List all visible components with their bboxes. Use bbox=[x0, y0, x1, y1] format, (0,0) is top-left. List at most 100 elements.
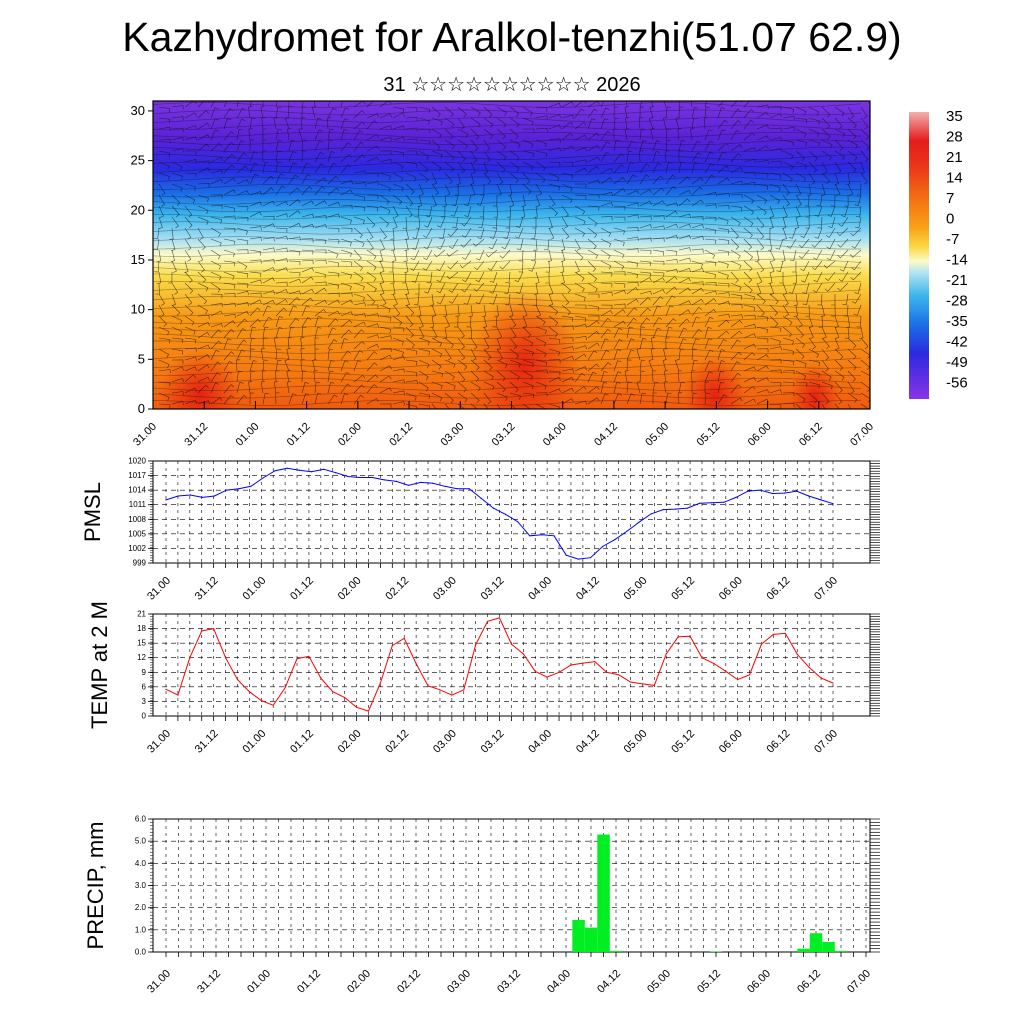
wind-barb bbox=[808, 337, 816, 350]
data-point bbox=[641, 683, 644, 685]
wind-barb bbox=[262, 139, 267, 152]
data-point bbox=[403, 637, 405, 639]
wind-barb bbox=[379, 271, 385, 284]
wind-barb bbox=[860, 161, 865, 174]
wind-barb bbox=[837, 227, 849, 236]
wind-barb bbox=[314, 224, 327, 229]
wind-barb bbox=[260, 348, 266, 361]
wind-barb bbox=[730, 205, 743, 212]
wind-barb bbox=[613, 238, 625, 247]
wind-barb bbox=[223, 227, 236, 233]
wind-barb bbox=[808, 370, 820, 378]
contour-line bbox=[153, 266, 862, 272]
wind-barb bbox=[158, 150, 171, 157]
wind-barb bbox=[730, 319, 743, 328]
wind-barb bbox=[613, 106, 619, 119]
wind-barb bbox=[459, 260, 472, 269]
wind-barb bbox=[613, 309, 626, 317]
warm-core-1 bbox=[160, 350, 240, 409]
wind-barb bbox=[470, 128, 480, 140]
wind-barb bbox=[496, 392, 508, 401]
wind-barb bbox=[210, 282, 221, 293]
wind-barb bbox=[390, 227, 395, 240]
wind-barb bbox=[639, 140, 647, 152]
x-tick-label: 03.00 bbox=[431, 575, 459, 603]
wind-barb bbox=[197, 293, 208, 305]
wind-barb bbox=[353, 121, 366, 130]
wind-barb bbox=[171, 315, 183, 325]
wind-barb bbox=[574, 134, 587, 141]
wind-barb bbox=[171, 136, 184, 142]
wind-barb bbox=[665, 318, 677, 328]
wind-barb bbox=[301, 249, 314, 255]
wind-barb bbox=[436, 260, 446, 272]
wind-barb bbox=[665, 337, 670, 350]
wind-barb bbox=[730, 194, 743, 199]
wind-barb bbox=[743, 386, 756, 394]
wind-barb bbox=[743, 293, 755, 301]
data-point bbox=[456, 488, 458, 490]
wind-barb bbox=[489, 271, 498, 283]
data-point bbox=[177, 495, 179, 497]
wind-barb bbox=[464, 205, 472, 217]
wind-barb bbox=[548, 326, 559, 337]
wind-barb bbox=[704, 282, 717, 287]
wind-barb bbox=[171, 183, 183, 192]
wind-barb bbox=[665, 268, 678, 273]
wind-barb bbox=[574, 400, 587, 405]
wind-barb bbox=[223, 313, 236, 319]
wind-barb bbox=[418, 370, 429, 381]
wind-barb bbox=[756, 354, 769, 361]
wind-barb bbox=[353, 384, 365, 394]
wind-barb bbox=[249, 392, 255, 405]
wind-barb bbox=[223, 108, 234, 119]
wind-barb bbox=[197, 194, 209, 202]
wind-barb bbox=[535, 194, 541, 207]
wind-barb bbox=[548, 370, 561, 376]
wind-barb bbox=[717, 271, 729, 280]
wind-barb bbox=[756, 293, 766, 305]
wind-barb bbox=[273, 337, 279, 350]
wind-barb bbox=[800, 227, 810, 239]
wind-barb bbox=[795, 315, 803, 328]
wind-barb bbox=[535, 315, 546, 326]
wind-barb bbox=[662, 359, 667, 372]
wind-barb bbox=[730, 180, 743, 185]
wind-barb bbox=[444, 381, 456, 390]
y-tick-label: 1008 bbox=[128, 515, 146, 524]
wind-barb bbox=[223, 395, 235, 405]
wind-barb bbox=[353, 313, 366, 318]
wind-barb bbox=[691, 199, 704, 207]
wind-barb bbox=[756, 377, 769, 383]
wind-barb bbox=[379, 101, 392, 108]
wind-barb bbox=[801, 271, 810, 283]
wind-barb bbox=[314, 163, 325, 174]
wind-barb bbox=[288, 174, 299, 185]
y-tick-label: 1011 bbox=[129, 500, 147, 509]
wind-barb bbox=[288, 210, 301, 218]
wind-barb bbox=[236, 349, 246, 361]
wind-barb bbox=[171, 366, 184, 372]
wind-barb bbox=[808, 139, 821, 147]
wind-barb bbox=[418, 337, 430, 346]
wind-barb bbox=[236, 165, 249, 174]
wind-barb bbox=[340, 271, 352, 279]
x-tick-label: 01.00 bbox=[234, 421, 262, 449]
wind-barb bbox=[353, 216, 365, 225]
wind-barb bbox=[436, 282, 446, 294]
wind-barb bbox=[769, 137, 782, 142]
wind-barb bbox=[652, 317, 663, 328]
wind-barb bbox=[444, 139, 455, 150]
wind-barb bbox=[769, 148, 782, 153]
wind-barb bbox=[756, 172, 769, 178]
contour-line bbox=[153, 117, 862, 123]
wind-barb bbox=[275, 235, 288, 240]
wind-barb bbox=[639, 224, 652, 229]
wind-barb bbox=[691, 260, 703, 268]
wind-barb bbox=[769, 337, 781, 345]
wind-barb bbox=[587, 108, 598, 119]
wind-barb bbox=[855, 216, 862, 229]
wind-barb bbox=[678, 106, 684, 119]
wind-barb bbox=[587, 304, 600, 312]
wind-barb bbox=[262, 290, 275, 295]
